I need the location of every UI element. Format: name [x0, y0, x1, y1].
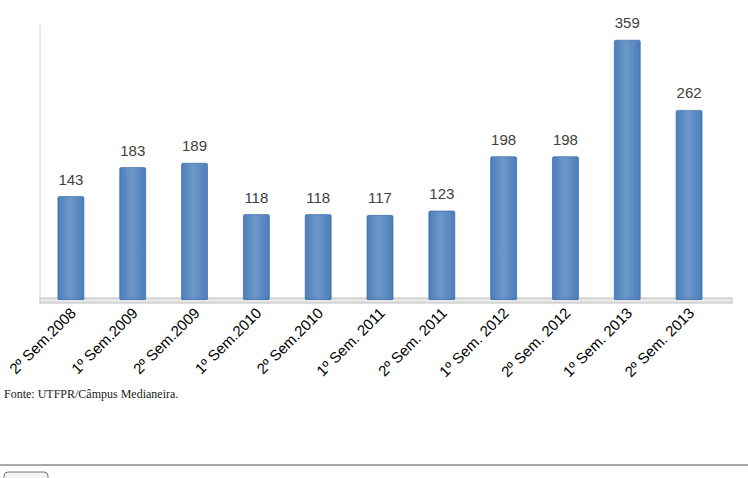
source-note: Fonte: UTFPR/Câmpus Medianeira.: [4, 387, 178, 401]
bar: [614, 40, 640, 300]
bar: [367, 215, 393, 300]
bar: [429, 211, 455, 300]
data-label: 123: [429, 185, 454, 202]
data-label: 359: [615, 14, 640, 31]
data-label: 183: [120, 142, 145, 159]
data-label: 117: [368, 189, 392, 206]
bar: [120, 168, 146, 300]
separator-line: [0, 465, 748, 466]
bar: [305, 215, 331, 300]
chart-svg: 143 183 189 118 118 117 123 198 198 359 262 2º Sem.…: [0, 0, 748, 478]
data-label: 189: [182, 137, 207, 154]
x-tick-label: 2º Sem. 2013: [621, 304, 697, 380]
data-label: 118: [306, 189, 330, 206]
bar: [552, 157, 578, 300]
y-axis-line: [40, 25, 41, 300]
data-label: 198: [491, 131, 516, 148]
data-label: 198: [553, 131, 578, 148]
footer-decoration: [4, 472, 48, 478]
data-label: 143: [58, 171, 83, 188]
bar: [491, 157, 517, 300]
bar: [676, 110, 702, 300]
bar: [58, 197, 84, 300]
chart-container: 143 183 189 118 118 117 123 198 198 359 262 2º Sem.…: [0, 0, 748, 478]
data-label: 118: [244, 189, 268, 206]
data-label: 262: [677, 84, 702, 101]
bar: [182, 163, 208, 300]
bar: [243, 215, 269, 300]
bars: [58, 40, 702, 300]
